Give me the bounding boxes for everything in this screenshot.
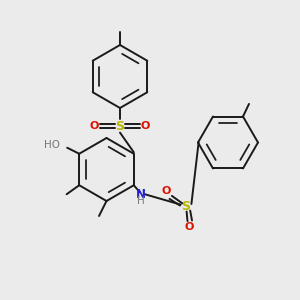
Text: O: O [141, 121, 150, 131]
Text: O: O [90, 121, 99, 131]
Text: N: N [136, 188, 146, 201]
Text: O: O [162, 185, 171, 196]
Text: S: S [116, 119, 124, 133]
Text: S: S [182, 200, 190, 214]
Text: H: H [137, 196, 145, 206]
Text: HO: HO [44, 140, 60, 150]
Text: O: O [184, 221, 194, 232]
